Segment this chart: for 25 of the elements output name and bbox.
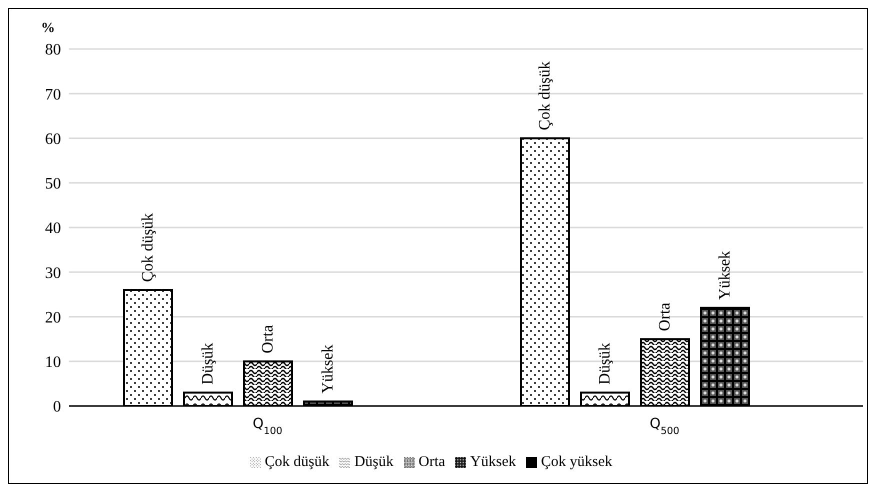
data-label: Çok düşük [536, 61, 554, 130]
legend-label: Yüksek [470, 454, 516, 470]
data-label: Yüksek [716, 250, 734, 300]
data-label: Çok düşük [140, 213, 156, 282]
y-tick-label: 60 [45, 130, 61, 148]
data-label: Orta [656, 302, 674, 332]
data-label: Düşük [200, 342, 216, 385]
y-axis-title: % [41, 21, 55, 37]
legend-label: Düşük [354, 454, 394, 470]
data-label: Düşük [596, 342, 614, 385]
legend-label: Çok yüksek [541, 454, 612, 470]
y-tick-label: 10 [45, 354, 61, 372]
y-tick-label: 50 [45, 176, 61, 193]
x-tick-label: Q$_{500}$ [650, 416, 680, 436]
legend-label: Çok düşük [264, 454, 330, 470]
y-tick-label: 30 [45, 264, 61, 282]
y-tick-label: 0 [53, 398, 61, 416]
data-label: Orta [260, 324, 276, 354]
y-tick-label: 40 [45, 220, 61, 238]
data-label: Yüksek [320, 344, 336, 394]
x-tick-label: Q$_{100}$ [252, 416, 282, 436]
y-tick-label: 20 [45, 309, 61, 326]
y-tick-label: 70 [45, 86, 61, 104]
y-tick-label: 80 [45, 42, 61, 59]
legend-label: Orta [418, 454, 446, 470]
